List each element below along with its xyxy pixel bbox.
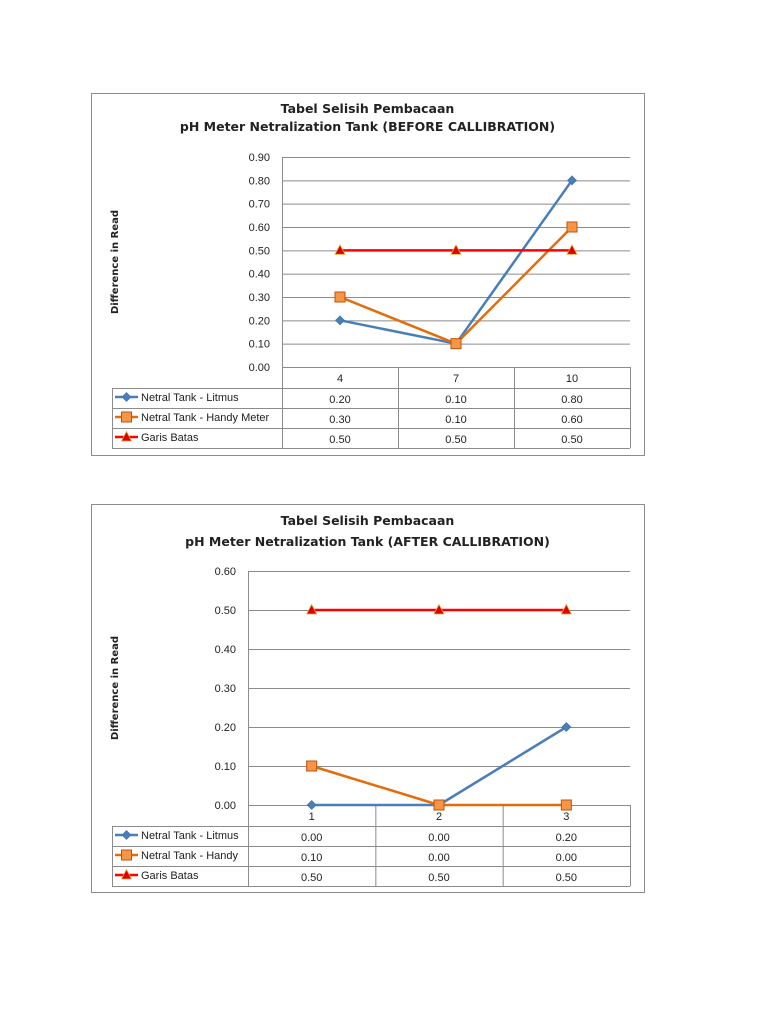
chart-subtitle: pH Meter Netralization Tank (BEFORE CALL… bbox=[180, 119, 555, 134]
y-tick-label: 0.20 bbox=[249, 315, 270, 327]
table-cell-value: 0.50 bbox=[445, 434, 466, 446]
y-tick-label: 0.70 bbox=[249, 199, 270, 211]
data-point-triangle bbox=[334, 243, 346, 255]
series-square bbox=[334, 221, 578, 350]
legend-series-name: Netral Tank - Litmus bbox=[141, 392, 239, 404]
data-point-square bbox=[560, 799, 572, 811]
legend-triangle-icon bbox=[120, 868, 133, 880]
legend-diamond-icon bbox=[121, 392, 132, 402]
x-category-label: 7 bbox=[453, 373, 459, 385]
data-point-square bbox=[433, 799, 445, 811]
y-tick-label: 0.50 bbox=[215, 605, 236, 617]
y-tick-label: 0.80 bbox=[249, 175, 270, 187]
table-cell-value: 0.20 bbox=[556, 832, 577, 844]
legend-diamond-icon bbox=[121, 830, 132, 840]
data-point-diamond bbox=[335, 315, 345, 326]
data-point-diamond bbox=[567, 175, 577, 186]
y-axis-label: Difference in Read bbox=[110, 636, 121, 740]
table-cell-value: 0.10 bbox=[301, 852, 322, 864]
data-point-triangle bbox=[433, 603, 445, 615]
y-tick-label: 0.10 bbox=[215, 761, 236, 773]
x-category-label: 10 bbox=[566, 373, 578, 385]
data-point-diamond bbox=[561, 722, 572, 732]
chart-title: Tabel Selisih Pembacaan bbox=[281, 513, 455, 528]
series-triangle bbox=[306, 603, 572, 615]
legend-series-name: Garis Batas bbox=[141, 870, 199, 882]
y-tick-label: 0.40 bbox=[215, 644, 236, 656]
y-tick-label: 0.60 bbox=[215, 566, 236, 578]
table-cell-value: 0.00 bbox=[428, 852, 449, 864]
y-tick-label: 0.30 bbox=[249, 292, 270, 304]
table-cell-value: 0.50 bbox=[561, 434, 582, 446]
legend-series-name: Netral Tank - Handy Meter bbox=[141, 412, 270, 424]
y-tick-label: 0.00 bbox=[249, 362, 270, 374]
y-axis-label: Difference in Read bbox=[110, 210, 121, 314]
y-tick-label: 0.40 bbox=[249, 269, 270, 281]
legend-series-name: Netral Tank - Handy bbox=[141, 850, 239, 862]
chart-title: Tabel Selisih Pembacaan bbox=[281, 101, 455, 116]
table-cell-value: 0.60 bbox=[561, 414, 582, 426]
table-cell-value: 0.50 bbox=[556, 872, 577, 884]
data-point-square bbox=[566, 221, 578, 233]
legend-series-name: Garis Batas bbox=[141, 432, 199, 444]
table-cell-value: 0.50 bbox=[329, 434, 350, 446]
legend-series-name: Netral Tank - Litmus bbox=[141, 830, 239, 842]
data-point-square bbox=[450, 338, 462, 350]
y-tick-label: 0.30 bbox=[215, 683, 236, 695]
x-category-label: 1 bbox=[309, 811, 315, 823]
table-cell-value: 0.80 bbox=[561, 394, 582, 406]
y-tick-label: 0.60 bbox=[249, 222, 270, 234]
x-category-label: 2 bbox=[436, 811, 442, 823]
y-tick-label: 0.00 bbox=[215, 800, 236, 812]
chart-frame bbox=[91, 504, 645, 893]
chart-before-calibration: Tabel Selisih Pembacaan pH Meter Netraliz… bbox=[91, 93, 645, 456]
legend-triangle-icon bbox=[120, 430, 133, 442]
data-point-triangle bbox=[306, 603, 318, 615]
data-point-square bbox=[334, 291, 346, 303]
table-cell-value: 0.00 bbox=[556, 852, 577, 864]
table-cell-value: 0.00 bbox=[301, 832, 322, 844]
table-cell-value: 0.20 bbox=[329, 394, 350, 406]
table-cell-value: 0.00 bbox=[428, 832, 449, 844]
legend-square-icon bbox=[121, 411, 132, 423]
table-cell-value: 0.10 bbox=[445, 394, 466, 406]
data-table: 4 7 10 Netral Tank - Litmus 0.20 0.10 0.80 Netr… bbox=[112, 367, 631, 449]
chart-after-calibration: Tabel Selisih Pembacaan pH Meter Netraliz… bbox=[91, 504, 645, 893]
series-triangle bbox=[334, 243, 578, 255]
chart-subtitle: pH Meter Netralization Tank (AFTER CALLI… bbox=[185, 534, 550, 549]
y-tick-label: 0.50 bbox=[249, 245, 270, 257]
table-cell-value: 0.50 bbox=[428, 872, 449, 884]
data-point-triangle bbox=[560, 603, 572, 615]
data-point-square bbox=[306, 760, 318, 772]
table-cell-value: 0.10 bbox=[445, 414, 466, 426]
y-tick-label: 0.10 bbox=[249, 339, 270, 351]
data-point-triangle bbox=[566, 243, 578, 255]
table-cell-value: 0.50 bbox=[301, 872, 322, 884]
legend-square-icon bbox=[121, 849, 132, 861]
table-cell-value: 0.30 bbox=[329, 414, 350, 426]
data-point-diamond bbox=[306, 800, 317, 810]
data-point-triangle bbox=[450, 243, 462, 255]
x-category-label: 3 bbox=[563, 811, 569, 823]
y-tick-label: 0.90 bbox=[249, 152, 270, 164]
y-tick-label: 0.20 bbox=[215, 722, 236, 734]
series-square bbox=[306, 760, 572, 811]
x-category-label: 4 bbox=[337, 373, 343, 385]
